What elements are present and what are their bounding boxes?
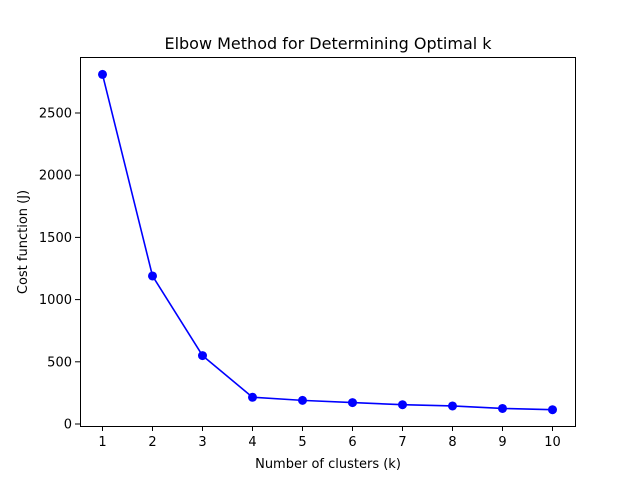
y-tick-label: 1500 [39,231,72,246]
series-layer [98,69,557,415]
data-point [148,271,157,281]
y-axis-ticks: 0 500 1000 1500 2000 2500 [39,106,80,433]
x-tick-label: 2 [148,435,156,450]
x-tick-label: 7 [398,435,406,450]
data-point [548,405,557,415]
x-axis-label: Number of clusters (k) [255,457,401,472]
x-tick-label: 5 [298,435,306,450]
x-tick-label: 4 [248,435,256,450]
y-tick-label: 2000 [39,169,72,184]
data-point [448,401,457,411]
y-tick-label: 0 [64,418,72,433]
y-tick-label: 500 [47,355,72,370]
x-tick-label: 6 [348,435,356,450]
chart-title: Elbow Method for Determining Optimal k [164,34,492,53]
x-tick-label: 1 [98,435,106,450]
data-point [348,398,357,408]
data-point [298,395,307,405]
data-point [248,392,257,402]
x-tick-label: 10 [544,435,561,450]
y-tick-label: 1000 [39,293,72,308]
data-point [98,69,107,79]
x-tick-label: 8 [448,435,456,450]
data-point [498,403,507,413]
x-axis-ticks: 1 2 3 4 5 6 7 8 9 10 [98,426,561,450]
x-tick-label: 3 [198,435,206,450]
data-point [398,400,407,410]
x-tick-label: 9 [498,435,506,450]
plot-area-frame [80,57,576,427]
y-axis-label: Cost function (J) [16,190,31,294]
y-tick-label: 2500 [39,106,72,121]
series-line [101,74,553,411]
data-point [198,351,207,361]
